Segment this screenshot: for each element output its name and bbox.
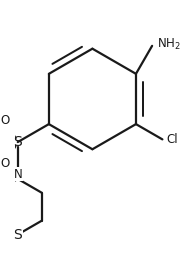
Text: NH$_2$: NH$_2$ [157, 37, 180, 53]
Text: N: N [13, 168, 22, 181]
Text: Cl: Cl [166, 133, 178, 146]
Text: N: N [13, 168, 22, 181]
Text: S: S [13, 135, 22, 149]
Text: O: O [1, 114, 10, 127]
Text: S: S [13, 228, 22, 242]
Text: O: O [1, 157, 10, 170]
